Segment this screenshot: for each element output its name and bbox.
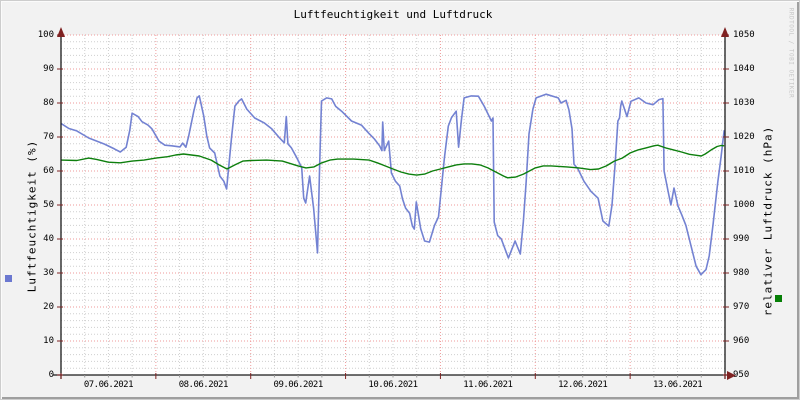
right-axis-tick-label: 1030	[733, 98, 755, 108]
left-axis-tick-label: 20	[43, 302, 54, 312]
left-axis-tick-label: 50	[43, 200, 54, 210]
right-axis-arrow	[721, 27, 729, 37]
left-axis-tick-label: 100	[37, 30, 54, 40]
right-axis-tick-label: 960	[733, 336, 750, 346]
pressure-line	[60, 144, 725, 179]
right-axis-tick-label: 1040	[733, 64, 755, 74]
x-axis-tick-label: 12.06.2021	[558, 380, 608, 390]
right-axis-tick-label: 950	[733, 370, 750, 380]
right-axis-tick-label: 970	[733, 302, 750, 312]
left-axis-tick-label: 40	[43, 234, 54, 244]
rrdtool-watermark: RRDTOOL / TOBI OETIKER	[787, 7, 795, 99]
left-axis-tick-label: 80	[43, 98, 54, 108]
plot-background	[61, 35, 725, 375]
left-axis-tick-label: 70	[43, 132, 54, 142]
x-axis-arrow	[727, 371, 736, 380]
right-axis-tick-label: 1010	[733, 166, 755, 176]
x-axis-tick-label: 08.06.2021	[178, 380, 229, 390]
left-axis-tick-label: 60	[43, 166, 54, 176]
left-axis-tick-label: 30	[43, 268, 54, 278]
left-axis-tick-label: 0	[48, 370, 54, 380]
x-axis-tick-label: 07.06.2021	[83, 380, 134, 390]
right-axis-tick-label: 1050	[733, 30, 755, 40]
left-axis-arrow	[57, 27, 65, 37]
humidity-line	[60, 93, 725, 276]
x-axis-tick-label: 11.06.2021	[463, 380, 513, 390]
x-axis-tick-label: 13.06.2021	[652, 380, 703, 390]
pressure-legend-swatch	[775, 295, 782, 302]
x-axis-tick-label: 09.06.2021	[273, 380, 324, 390]
right-axis-tick-label: 1000	[733, 200, 755, 210]
left-axis-tick-label: 90	[43, 64, 54, 74]
humidity-legend-swatch	[5, 275, 12, 282]
right-axis-label: relativer Luftdruck (hPa)	[761, 125, 775, 317]
left-axis-tick-label: 10	[43, 336, 54, 346]
right-axis-tick-label: 990	[733, 234, 750, 244]
x-axis-tick-label: 10.06.2021	[368, 380, 418, 390]
right-axis-tick-label: 980	[733, 268, 750, 278]
chart-title: Luftfeuchtigkeit und Luftdruck	[293, 8, 493, 21]
right-axis-tick-label: 1020	[733, 132, 755, 142]
